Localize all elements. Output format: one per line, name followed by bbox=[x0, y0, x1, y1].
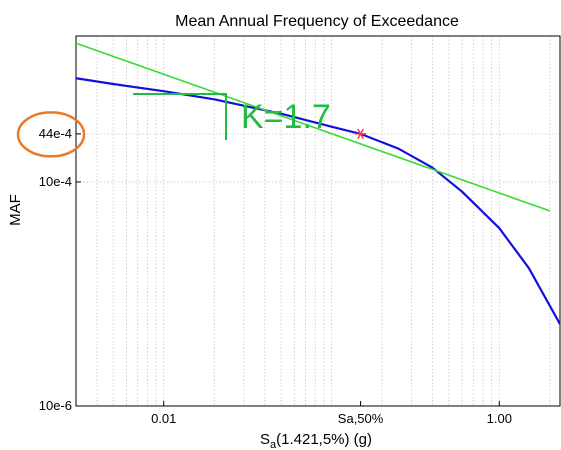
axis-ticks: 0.01 Sa,50% 1.00 44e-4 10e-4 10e-6 bbox=[39, 126, 512, 426]
chart-title: Mean Annual Frequency of Exceedance bbox=[175, 13, 459, 30]
annotations: K=1.7 bbox=[16, 93, 367, 158]
x-axis-label-rest: (1.421,5%) (g) bbox=[276, 431, 372, 448]
x-tick-label: 0.01 bbox=[151, 411, 176, 426]
y-axis-label: MAF bbox=[7, 194, 24, 226]
plot-area-frame bbox=[75, 35, 561, 407]
slope-annotation-label: K=1.7 bbox=[241, 98, 331, 136]
median-star-marker bbox=[355, 128, 367, 140]
highlight-circle bbox=[16, 111, 86, 158]
x-tick-label: 1.00 bbox=[487, 411, 512, 426]
y-tick-label: 10e-4 bbox=[39, 174, 72, 189]
grid-lines bbox=[75, 36, 560, 407]
x-axis-label-main: S bbox=[260, 431, 270, 448]
y-tick-label: 44e-4 bbox=[39, 126, 72, 141]
series-line-2 bbox=[76, 42, 551, 212]
slope-triangle bbox=[133, 93, 227, 140]
series-lines bbox=[76, 42, 560, 325]
y-tick-label: 10e-6 bbox=[39, 398, 72, 413]
x-axis-label-sub: a bbox=[270, 439, 277, 450]
star-stroke bbox=[357, 128, 364, 140]
x-axis-label: Sa(1.421,5%) (g) bbox=[260, 431, 372, 450]
x-tick-label: Sa,50% bbox=[338, 411, 384, 426]
